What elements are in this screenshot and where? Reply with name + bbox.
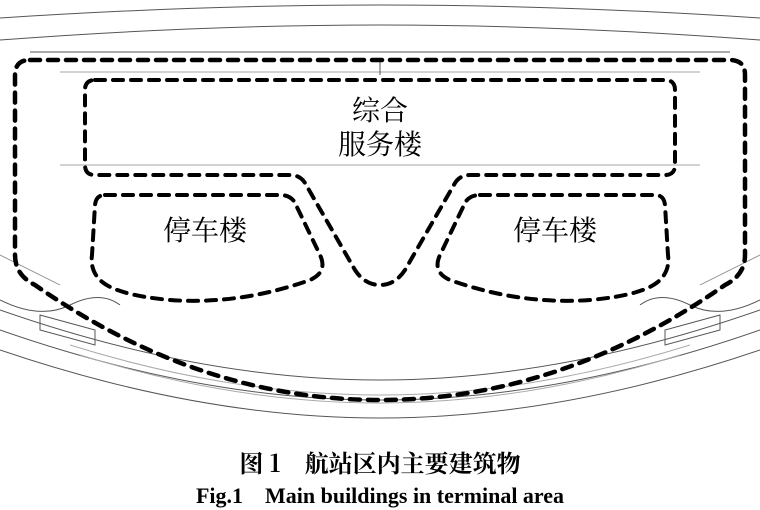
parking-left-outline xyxy=(92,195,323,301)
site-boundary xyxy=(15,60,745,400)
building-outlines xyxy=(15,60,745,400)
rail-bed-1 xyxy=(70,345,690,395)
road-lower-arc-1 xyxy=(0,310,760,380)
figure-caption-cn: 图 1 航站区内主要建筑物 xyxy=(0,444,760,479)
platform-right xyxy=(665,315,720,345)
road-top-1 xyxy=(0,5,760,18)
ramp-left xyxy=(0,298,120,312)
road-lower-arc-3 xyxy=(0,350,760,418)
diag-left xyxy=(0,255,60,285)
context-roads xyxy=(0,5,760,418)
parking-right-outline xyxy=(438,195,669,301)
road-top-2 xyxy=(0,25,760,40)
service-building-outline xyxy=(85,80,675,285)
figure-caption-en: Fig.1 Main buildings in terminal area xyxy=(0,478,760,510)
figure-root: 综合 服务楼 停车楼 停车楼 图 1 航站区内主要建筑物 Fig.1 Main … xyxy=(0,0,760,504)
terminal-plan-diagram xyxy=(0,0,760,430)
